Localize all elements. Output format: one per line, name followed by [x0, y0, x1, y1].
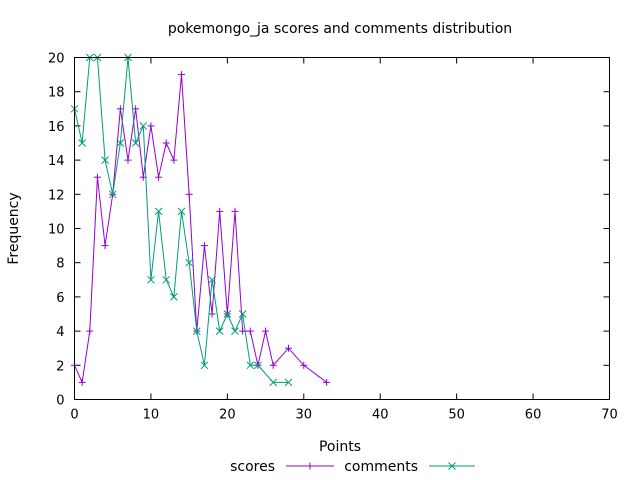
data-point-scores: [132, 105, 140, 113]
data-point-comments: [139, 122, 148, 130]
data-point-scores: [78, 378, 86, 386]
y-tick-label: 6: [56, 291, 64, 306]
y-tick-label: 14: [48, 154, 65, 169]
legend-label-comments: comments: [344, 459, 418, 475]
data-point-comments: [246, 361, 255, 370]
x-tick-label: 20: [219, 408, 236, 423]
data-point-scores: [124, 156, 132, 164]
data-point-scores: [285, 344, 292, 352]
series-line-scores: [74, 74, 328, 385]
data-point-comments: [116, 139, 125, 147]
x-tick-label: 10: [143, 408, 160, 423]
data-point-scores: [246, 327, 254, 335]
data-point-comments: [223, 310, 232, 318]
y-tick-label: 10: [48, 223, 65, 238]
data-point-scores: [147, 122, 155, 130]
legend-label-scores: scores: [230, 459, 275, 475]
series-layer: [70, 53, 331, 387]
legend-marker-scores: [306, 462, 314, 470]
legend: scores comments: [230, 459, 475, 475]
data-point-comments: [269, 378, 278, 387]
y-tick-label: 18: [48, 86, 65, 101]
data-point-scores: [231, 207, 239, 215]
axis-ticks: 0 10 20 30 40 50 60 70 0 2 4 6 8 10 12 14 16 18 20: [48, 52, 618, 423]
y-tick-label: 2: [56, 359, 64, 374]
x-tick-label: 60: [525, 408, 542, 423]
y-tick-label: 12: [48, 188, 65, 203]
data-point-scores: [200, 242, 208, 250]
plot-frame: [74, 57, 610, 400]
data-point-comments: [284, 378, 293, 387]
data-point-comments: [177, 207, 186, 216]
data-point-scores: [93, 173, 101, 181]
data-point-comments: [154, 207, 163, 216]
y-tick-label: 4: [56, 325, 64, 340]
data-point-comments: [170, 293, 178, 301]
data-point-scores: [101, 242, 109, 250]
data-point-scores: [185, 190, 193, 198]
data-point-comments: [162, 275, 171, 284]
x-tick-label: 70: [601, 408, 618, 423]
data-point-scores: [178, 71, 185, 79]
data-point-comments: [185, 258, 193, 267]
data-point-scores: [300, 361, 308, 369]
data-point-scores: [162, 139, 170, 147]
data-point-scores: [86, 327, 94, 335]
data-point-comments: [208, 275, 216, 284]
x-tick-label: 0: [70, 408, 78, 423]
data-point-scores: [208, 310, 216, 318]
data-point-scores: [155, 173, 163, 181]
series-scores: [71, 71, 331, 386]
data-point-comments: [215, 327, 224, 335]
legend-marker-comments: [448, 462, 456, 470]
x-tick-label: 30: [296, 408, 313, 423]
data-point-scores: [216, 207, 224, 215]
y-tick-label: 0: [56, 394, 64, 409]
chart-title: pokemongo_ja scores and comments distrib…: [168, 21, 512, 37]
x-tick-label: 40: [372, 408, 389, 423]
data-point-comments: [238, 310, 247, 318]
data-point-comments: [254, 361, 262, 370]
y-tick-label: 16: [48, 120, 65, 135]
y-axis-label: Frequency: [6, 192, 22, 264]
data-point-comments: [231, 327, 239, 335]
data-point-scores: [269, 361, 277, 369]
data-point-comments: [108, 190, 117, 199]
data-point-scores: [116, 105, 124, 113]
data-point-comments: [147, 275, 155, 284]
data-point-comments: [78, 139, 86, 147]
data-point-comments: [192, 327, 201, 335]
x-tick-label: 50: [448, 408, 465, 423]
data-point-scores: [262, 327, 270, 335]
data-point-comments: [131, 139, 140, 147]
data-point-scores: [170, 156, 178, 164]
data-point-comments: [101, 156, 109, 164]
data-point-comments: [200, 361, 209, 370]
series-comments: [70, 53, 293, 387]
series-line-comments: [74, 57, 289, 383]
y-tick-label: 8: [56, 257, 64, 272]
y-tick-label: 20: [48, 52, 65, 67]
x-axis-label: Points: [319, 439, 361, 455]
data-point-scores: [323, 378, 331, 386]
